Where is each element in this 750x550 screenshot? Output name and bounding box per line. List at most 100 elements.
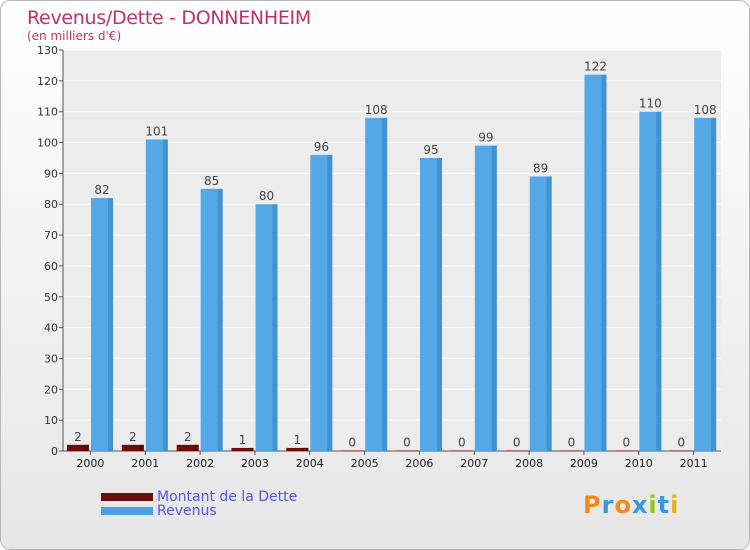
dette-bar [450, 450, 473, 451]
x-tick-label: 2003 [241, 457, 269, 470]
y-tick-label: 30 [44, 352, 58, 365]
x-tick-label: 2002 [186, 457, 214, 470]
bar-shade [656, 111, 662, 451]
x-tick-label: 2006 [405, 457, 433, 470]
revenus-value-label: 96 [314, 140, 329, 154]
dette-value-label: 0 [677, 436, 685, 450]
dette-value-label: 2 [129, 430, 137, 444]
y-tick-label: 110 [37, 106, 58, 119]
y-tick-label: 40 [44, 322, 58, 335]
dette-value-label: 0 [623, 436, 631, 450]
revenus-bar [694, 117, 717, 451]
y-tick-label: 20 [44, 383, 58, 396]
revenus-bar [365, 117, 388, 451]
logo-letter: t [657, 491, 671, 519]
bar-shade [108, 198, 113, 451]
bar-shade [217, 188, 223, 452]
revenus-bar [639, 111, 662, 451]
logo-letter: P [583, 491, 602, 519]
dette-bar [176, 444, 199, 451]
revenus-value-label: 101 [145, 124, 168, 138]
logo-letter: i [670, 491, 680, 519]
revenus-bar [91, 198, 113, 451]
bar-shade [711, 117, 717, 451]
x-tick-label: 2010 [625, 457, 653, 470]
y-tick-label: 80 [44, 198, 58, 211]
bar-shade [84, 444, 89, 451]
bar-shade [193, 444, 199, 451]
x-tick-label: 2007 [460, 457, 488, 470]
bar-shade [248, 447, 254, 451]
legend-item-revenus: Revenus [101, 503, 217, 519]
logo-letter: o [614, 491, 632, 519]
y-tick-label: 50 [44, 291, 58, 304]
dette-bar [121, 444, 144, 451]
chart-subtitle: (en milliers d'€) [27, 29, 122, 43]
dette-value-label: 0 [348, 436, 356, 450]
x-tick-label: 2009 [570, 457, 598, 470]
dette-bar [615, 450, 638, 451]
y-tick-label: 120 [37, 75, 58, 88]
dette-value-label: 0 [513, 436, 521, 450]
chart-title: Revenus/Dette - DONNENHEIM [27, 7, 311, 29]
y-tick-label: 10 [44, 414, 58, 427]
proxiti-logo: Proxiti [583, 491, 679, 519]
dette-bar [670, 450, 693, 451]
dette-value-label: 1 [239, 433, 247, 447]
bar-shade [491, 145, 497, 451]
y-tick-label: 90 [44, 167, 58, 180]
x-tick-label: 2005 [351, 457, 379, 470]
dette-bar [67, 444, 89, 451]
dette-bar [560, 450, 583, 451]
dette-bar [505, 450, 528, 451]
y-tick-label: 100 [37, 137, 58, 150]
x-tick-label: 2000 [76, 457, 104, 470]
plot-area [63, 50, 721, 451]
revenus-bar [584, 74, 607, 451]
revenus-bar [529, 176, 552, 451]
legend-label-revenus: Revenus [157, 503, 217, 519]
revenus-bar [420, 157, 442, 451]
bar-shade [601, 74, 607, 451]
dette-value-label: 0 [568, 436, 576, 450]
x-tick-label: 2001 [131, 457, 159, 470]
legend-item-dette: Montant de la Dette [101, 489, 297, 505]
bar-shade [138, 444, 144, 451]
revenus-value-label: 108 [365, 103, 388, 117]
revenus-value-label: 110 [639, 97, 662, 111]
revenus-bar [474, 145, 497, 451]
revenus-value-label: 85 [204, 174, 219, 188]
bar-shade [546, 176, 552, 451]
revenus-bar [200, 188, 223, 452]
y-tick-label: 70 [44, 229, 58, 242]
revenus-bar [145, 139, 168, 451]
dette-value-label: 0 [458, 436, 466, 450]
revenus-value-label: 99 [478, 131, 493, 145]
bar-shade [327, 154, 333, 451]
bar-shade [437, 157, 442, 451]
x-tick-label: 2008 [515, 457, 543, 470]
x-tick-label: 2011 [680, 457, 708, 470]
y-tick-label: 0 [51, 445, 58, 458]
logo-letter: r [601, 491, 615, 519]
dette-bar [396, 450, 418, 451]
legend-swatch-revenus [101, 507, 153, 515]
x-tick-label: 2004 [296, 457, 324, 470]
logo-letter: i [648, 491, 658, 519]
dette-bar [286, 447, 309, 451]
revenus-value-label: 122 [584, 60, 607, 74]
y-tick-label: 130 [37, 44, 58, 57]
logo-letter: x [631, 491, 649, 519]
y-tick-label: 60 [44, 260, 58, 273]
revenus-value-label: 82 [94, 183, 109, 197]
revenus-value-label: 95 [423, 143, 438, 157]
bar-shade [272, 204, 278, 451]
revenus-bar [255, 204, 278, 451]
legend-swatch-dette [101, 493, 153, 501]
revenus-value-label: 80 [259, 189, 274, 203]
bar-shade [162, 139, 168, 451]
dette-value-label: 1 [294, 433, 302, 447]
dette-value-label: 2 [184, 430, 192, 444]
